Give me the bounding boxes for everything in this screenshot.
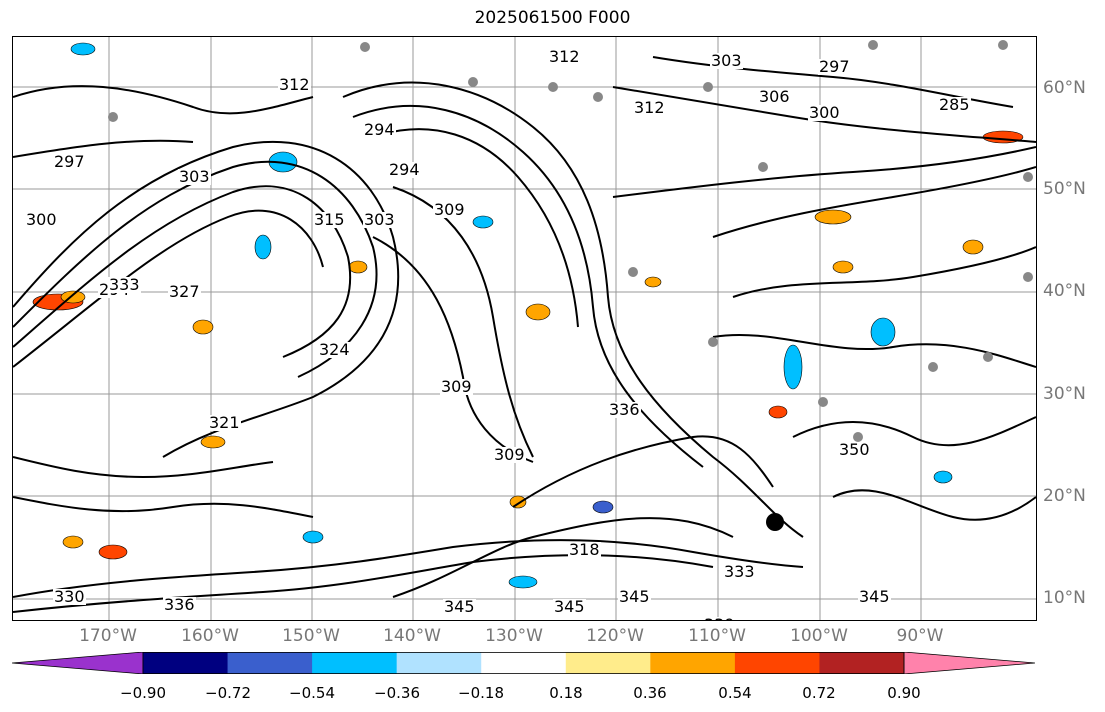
lat-label-20n: 20°N [1043,486,1086,506]
lat-label-10n: 10°N [1043,588,1086,608]
contour-label: 309 [433,200,466,219]
station-dots [108,40,1033,442]
contour-lines [13,56,1036,613]
contour-label: 312 [548,47,581,66]
contour-label: 303 [363,210,396,229]
colorbar-tick-0-72: 0.72 [802,684,836,702]
colorbar-tick-0-36: 0.36 [633,684,667,702]
contour-label: 336 [608,400,641,419]
center-marker [766,513,784,531]
shaded-patches [32,42,1024,589]
colorbar-segment [734,652,820,674]
contour-label: 336 [163,595,196,614]
contour-label: 333 [723,562,756,581]
contour-label: 312 [633,98,666,117]
contour-label: 312 [278,75,311,94]
colorbar-extend-high [903,652,1035,674]
contour-label: 345 [618,587,651,606]
colorbar-tick-neg-0-54: −0.54 [289,684,335,702]
colorbar-extend-low [12,652,144,674]
contour-label: 294 [363,120,396,139]
contour-label: 306 [758,87,791,106]
contour-label: 330 [53,587,86,606]
contour-label: 345 [553,597,586,616]
lon-label-160w: 160°W [181,626,239,646]
lon-label-120w: 120°W [586,626,644,646]
colorbar-segment [565,652,651,674]
lon-label-130w: 130°W [485,626,543,646]
colorbar-segment [650,652,736,674]
lon-label-110w: 110°W [688,626,746,646]
contour-label: 350 [838,440,871,459]
colorbar-tick-0-18: 0.18 [549,684,583,702]
colorbar-tick-neg-0-18: −0.18 [458,684,504,702]
contour-label: 297 [53,152,86,171]
colorbar-segment [819,652,905,674]
lon-label-90w: 90°W [896,626,944,646]
colorbar [12,652,1035,674]
colorbar-segment [481,652,567,674]
lat-label-50n: 50°N [1043,179,1086,199]
contour-label: 285 [938,95,971,114]
map-title: 2025061500 F000 [474,8,631,28]
contour-label: 327 [168,282,201,301]
lon-label-140w: 140°W [383,626,441,646]
contour-label: 321 [208,413,241,432]
contour-label: 318 [568,540,601,559]
colorbar-outline [142,652,905,674]
colorbar-segment [312,652,398,674]
contour-label: 309 [440,377,473,396]
colorbar-tick-neg-0-90: −0.90 [120,684,166,702]
colorbar-tick-0-54: 0.54 [718,684,752,702]
contour-label: 297 [818,57,851,76]
contour-label: 339 [703,617,736,620]
contour-label: 303 [178,167,211,186]
lon-label-100w: 100°W [790,626,848,646]
contour-label: 333 [108,275,141,294]
lat-label-60n: 60°N [1043,78,1086,98]
lon-label-150w: 150°W [282,626,340,646]
contour-label: 300 [808,103,841,122]
colorbar-tick-0-90: 0.90 [887,684,921,702]
colorbar-tick-neg-0-36: −0.36 [374,684,420,702]
contour-label: 294 [388,160,421,179]
contour-label: 324 [318,340,351,359]
contour-label: 300 [25,210,58,229]
lat-label-40n: 40°N [1043,281,1086,301]
map-canvas [13,37,1036,620]
contour-label: 303 [710,51,743,70]
lat-label-30n: 30°N [1043,384,1086,404]
contour-label: 345 [858,587,891,606]
contour-label: 309 [493,445,526,464]
lon-label-170w: 170°W [79,626,137,646]
contour-label: 315 [313,210,346,229]
colorbar-segment [227,652,313,674]
map-area: 3123032973123063002852942942973033003032… [12,36,1037,621]
contour-label: 345 [443,597,476,616]
colorbar-segment [143,652,229,674]
colorbar-tick-neg-0-72: −0.72 [205,684,251,702]
colorbar-segment [396,652,482,674]
